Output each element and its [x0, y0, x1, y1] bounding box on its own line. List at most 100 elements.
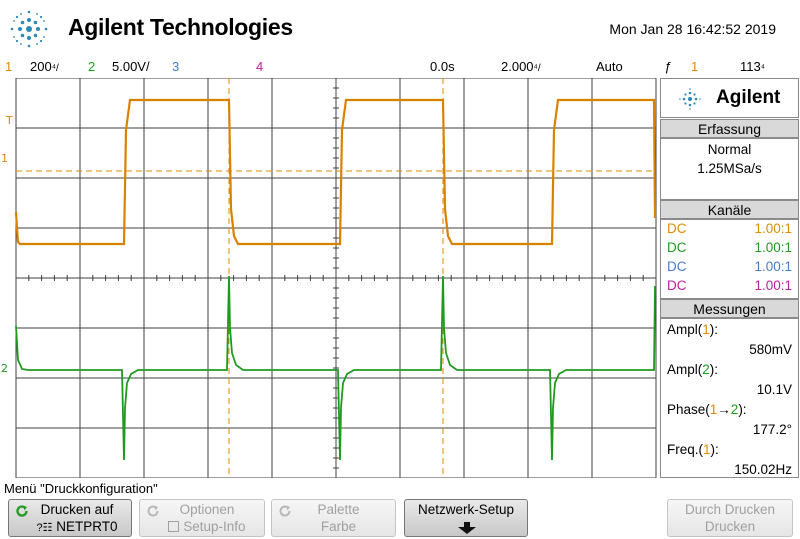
softkey-palette[interactable]: Palette Farbe — [271, 499, 396, 537]
ampl1-label-pre: Ampl( — [667, 322, 703, 337]
ch1-waveform — [14, 98, 657, 246]
brand-title: Agilent Technologies — [68, 14, 293, 40]
rotary-knob-icon — [279, 505, 291, 517]
datetime: Mon Jan 28 16:42:52 2019 — [609, 21, 776, 37]
phase-label-pre: Phase( — [667, 402, 710, 417]
softkey-print-to-value: ?☷ NETPRT0 — [9, 519, 131, 534]
channel-3-coupling: DC — [667, 259, 687, 274]
ampl1-label-post: ): — [709, 322, 719, 337]
channel-3-probe: 1.00:1 — [754, 259, 792, 274]
menu-title: Menü "Druckkonfiguration" — [4, 481, 158, 496]
rotary-knob-icon — [147, 505, 159, 517]
ch1-scale-unit: ⁴/ — [51, 63, 59, 74]
channel-row-2: DC 1.00:1 — [667, 240, 792, 255]
acquisition-box: Normal 1.25MSa/s — [660, 138, 799, 200]
softkey-palette-value: Farbe — [320, 519, 357, 534]
ampl1-label: Ampl(1): — [667, 322, 792, 337]
softkey-palette-label: Palette — [317, 502, 360, 517]
ch1-scale[interactable]: 200⁴/ — [30, 59, 59, 74]
phase-label: Phase(1→2): — [667, 402, 792, 417]
ch3-number[interactable]: 3 — [172, 59, 180, 74]
trigger-marker[interactable]: T — [5, 114, 13, 127]
softkey-print-to[interactable]: Drucken auf ?☷ NETPRT0 — [8, 499, 132, 537]
softkey-options[interactable]: Optionen Setup-Info — [139, 499, 265, 537]
channel-1-coupling: DC — [667, 221, 687, 236]
softkey-print-to-target: NETPRT0 — [56, 519, 118, 534]
ch2-number[interactable]: 2 — [88, 59, 96, 74]
ch4-number[interactable]: 4 — [256, 59, 264, 74]
phase-arrow-icon: → — [717, 402, 731, 417]
acquisition-title[interactable]: Erfassung — [660, 119, 799, 138]
ch1-scale-value: 200 — [30, 59, 52, 74]
status-bar: 1 200⁴/ 2 5.00V/ 3 4 0.0s 2.000⁴/ Auto ƒ… — [0, 58, 800, 78]
freq-label-post: ): — [710, 442, 719, 457]
channel-row-3: DC 1.00:1 — [667, 259, 792, 274]
trigger-mode[interactable]: Auto — [596, 59, 623, 74]
network-icon: ?☷ — [36, 522, 53, 534]
channel-1-probe: 1.00:1 — [754, 221, 792, 236]
trigger-level[interactable]: 113⁴ — [740, 59, 765, 74]
phase-value: 177.2° — [752, 422, 792, 437]
channel-row-1: DC 1.00:1 — [667, 221, 792, 236]
channels-title[interactable]: Kanäle — [660, 200, 799, 219]
side-panel: Agilent Erfassung Normal 1.25MSa/s Kanäl… — [660, 78, 800, 478]
measurements-box: Ampl(1): 580mV Ampl(2): 10.1V Phase(1→2)… — [660, 318, 799, 478]
ampl1-channel: 1 — [702, 322, 710, 337]
timebase[interactable]: 2.000⁴/ — [501, 59, 541, 74]
softkey-options-value: Setup-Info — [140, 519, 264, 534]
header: Agilent Technologies Mon Jan 28 16:42:52… — [0, 0, 800, 58]
ch2-waveform — [15, 275, 656, 461]
graticule-svg: T 1 2 — [1, 78, 657, 478]
ch1-ground-marker[interactable]: 1 — [1, 152, 8, 165]
channels-box: DC 1.00:1 DC 1.00:1 DC 1.00:1 DC 1.00:1 — [660, 219, 799, 299]
freq-channel: 1 — [703, 442, 711, 457]
trigger-level-unit: ⁴ — [760, 63, 766, 74]
softkey-print-to-label: Drucken auf — [40, 502, 114, 517]
channel-2-coupling: DC — [667, 240, 687, 255]
softkey-network-setup[interactable]: Netzwerk-Setup — [404, 499, 528, 537]
ch2-scale[interactable]: 5.00V/ — [112, 59, 150, 74]
graticule-ticks — [15, 78, 657, 478]
timebase-unit: ⁴/ — [533, 63, 541, 74]
trigger-level-value: 113 — [740, 59, 761, 74]
softkey-print-label: Durch Drucken — [684, 502, 776, 517]
trigger-edge-icon: ƒ — [664, 59, 672, 74]
freq-label: Freq.(1): — [667, 442, 792, 457]
panel-brand: Agilent — [716, 87, 781, 108]
acquisition-mode: Normal — [707, 142, 752, 157]
phase-channel-2: 2 — [730, 402, 739, 417]
ampl2-label: Ampl(2): — [667, 362, 792, 377]
ampl2-label-post: ): — [709, 362, 719, 377]
acquisition-rate: 1.25MSa/s — [697, 161, 762, 176]
phase-channel-1: 1 — [709, 402, 718, 417]
agilent-small-logo-icon — [679, 88, 701, 110]
softkey-options-setup-info: Setup-Info — [183, 519, 246, 534]
ch2-ground-marker[interactable]: 2 — [1, 362, 8, 375]
agilent-spark-logo-icon — [10, 10, 48, 48]
timebase-value: 2.000 — [501, 59, 534, 74]
channel-4-probe: 1.00:1 — [754, 278, 792, 293]
waveform-display[interactable]: T 1 2 — [0, 78, 660, 478]
ampl2-label-pre: Ampl( — [667, 362, 703, 377]
softkey-print-value: Drucken — [704, 519, 756, 534]
rotary-knob-icon — [16, 505, 28, 517]
trigger-source[interactable]: 1 — [691, 59, 699, 74]
softkey-options-label: Optionen — [179, 502, 235, 517]
submenu-arrow-down-icon — [458, 522, 476, 534]
channel-4-coupling: DC — [667, 278, 687, 293]
ch1-number[interactable]: 1 — [5, 59, 13, 74]
channel-row-4: DC 1.00:1 — [667, 278, 792, 293]
measurements-title[interactable]: Messungen — [660, 299, 799, 318]
channel-2-probe: 1.00:1 — [754, 240, 792, 255]
ampl2-channel: 2 — [702, 362, 710, 377]
freq-label-pre: Freq.( — [667, 442, 704, 457]
panel-brand-box: Agilent — [660, 78, 799, 118]
phase-label-post: ): — [738, 402, 747, 417]
freq-value: 150.02Hz — [734, 462, 792, 477]
softkey-print[interactable]: Durch Drucken Drucken — [667, 499, 793, 537]
checkbox-icon — [168, 521, 180, 532]
horizontal-delay[interactable]: 0.0s — [430, 59, 455, 74]
ampl1-value: 580mV — [749, 342, 792, 357]
softkey-network-setup-label: Netzwerk-Setup — [417, 502, 515, 517]
ampl2-value: 10.1V — [756, 382, 792, 397]
